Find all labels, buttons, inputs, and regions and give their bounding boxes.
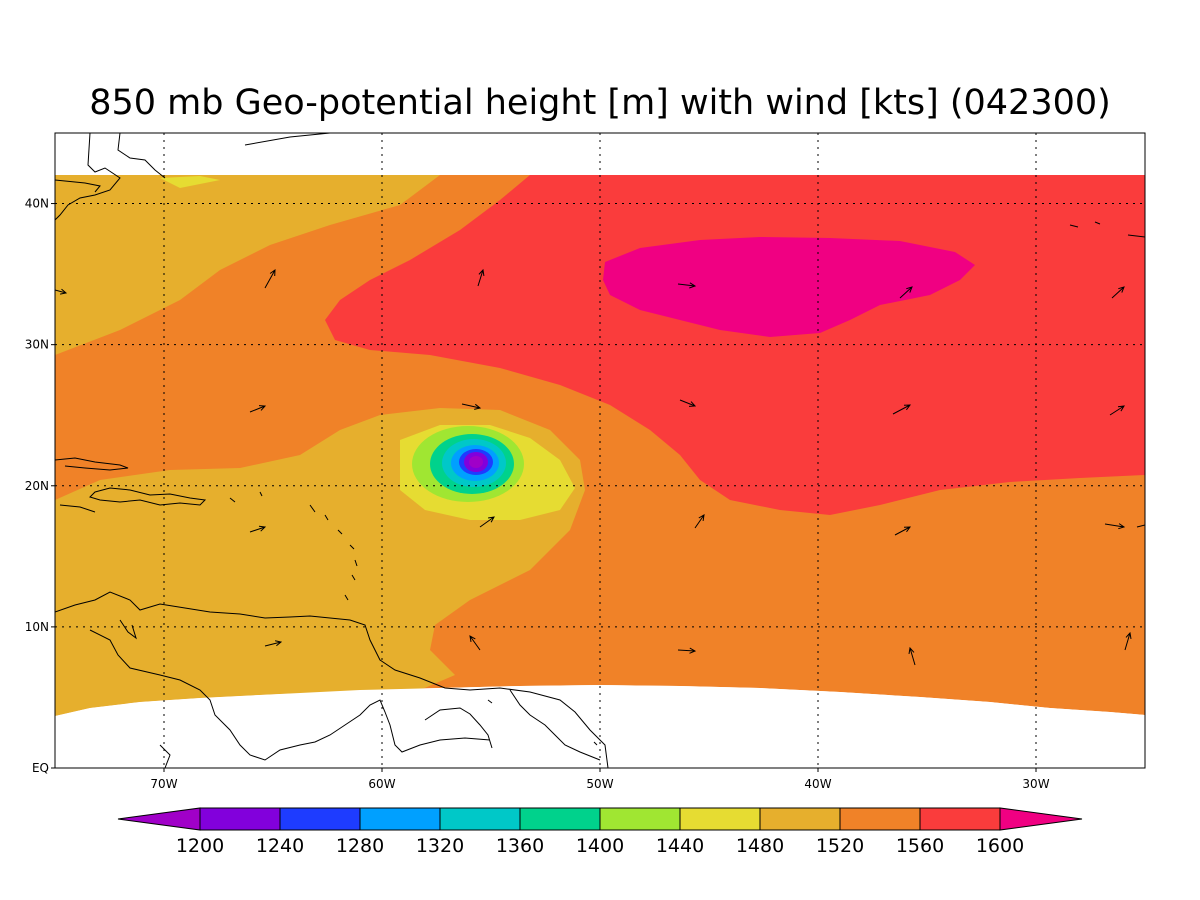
- colorbar-label: 1240: [256, 835, 304, 857]
- wind-arrow: [679, 399, 697, 407]
- wind-arrow: [1104, 523, 1126, 530]
- x-tick-label: 50W: [586, 777, 613, 791]
- colorbar-swatch: [599, 807, 681, 831]
- wind-arrow: [892, 404, 912, 415]
- colorbar-label: 1400: [576, 835, 624, 857]
- colorbar: 1200 1240 1280 1320 1360 1400 1440 1480 1520 1560…: [117, 807, 1083, 857]
- colorbar-label: 1280: [336, 835, 384, 857]
- x-axis-ticks: 70W 60W 50W 40W 30W: [150, 768, 1050, 791]
- wind-arrow: [461, 403, 482, 410]
- colorbar-label: 1520: [816, 835, 864, 857]
- wind-arrow: [469, 635, 481, 651]
- field-region-1640: [603, 237, 975, 337]
- colorbar-swatch: [279, 807, 361, 831]
- wind-arrow: [264, 268, 276, 289]
- y-tick-label: EQ: [32, 761, 49, 775]
- field-region-1480-north: [160, 176, 220, 188]
- wind-arrow: [249, 405, 267, 413]
- x-tick-label: 40W: [804, 777, 831, 791]
- wind-arrow: [694, 514, 705, 529]
- colorbar-swatch: [519, 807, 601, 831]
- colorbar-label: 1600: [976, 835, 1024, 857]
- wind-arrow: [55, 288, 68, 295]
- wind-arrow: [249, 525, 267, 533]
- field-region-1200: [469, 456, 483, 468]
- colorbar-label: 1480: [736, 835, 784, 857]
- colorbar-label: 1440: [656, 835, 704, 857]
- x-tick-label: 30W: [1022, 777, 1049, 791]
- y-tick-label: 30N: [25, 338, 49, 352]
- x-tick-label: 70W: [150, 777, 177, 791]
- map-plot-area: [55, 133, 1145, 768]
- colorbar-swatch: [839, 807, 921, 831]
- wind-arrow: [894, 526, 912, 536]
- coastlines: [55, 133, 1145, 768]
- colorbar-swatch: [919, 807, 1001, 831]
- colorbar-swatch: [679, 807, 761, 831]
- wind-vectors: [55, 268, 1132, 666]
- y-tick-label: 40N: [25, 197, 49, 211]
- colorbar-swatch: [359, 807, 441, 831]
- colorbar-swatch: [439, 807, 521, 831]
- wind-arrow: [1111, 286, 1125, 299]
- y-axis-ticks: EQ 10N 20N 30N 40N: [25, 197, 55, 775]
- wind-arrow: [264, 640, 283, 647]
- y-tick-label: 20N: [25, 479, 49, 493]
- x-tick-label: 60W: [368, 777, 395, 791]
- colorbar-low-arrow: [117, 807, 201, 831]
- map-title: 850 mb Geo-potential height [m] with win…: [89, 83, 1111, 123]
- colorbar-label: 1360: [496, 835, 544, 857]
- wind-arrow: [477, 268, 485, 287]
- wind-arrow: [479, 516, 495, 528]
- wind-arrow: [908, 646, 916, 666]
- colorbar-label: 1560: [896, 835, 944, 857]
- colorbar-label: 1200: [176, 835, 224, 857]
- colorbar-swatch: [759, 807, 841, 831]
- wind-arrow: [677, 647, 697, 654]
- wind-arrow: [1124, 631, 1132, 651]
- wind-arrow: [899, 286, 913, 299]
- colorbar-label: 1320: [416, 835, 464, 857]
- y-tick-label: 10N: [25, 620, 49, 634]
- graticule: [55, 133, 1145, 768]
- wind-arrow: [677, 282, 697, 289]
- no-data-south: [55, 685, 1145, 768]
- height-field: [55, 175, 1145, 768]
- colorbar-swatch: [199, 807, 281, 831]
- wind-arrow: [1109, 405, 1125, 416]
- colorbar-high-arrow: [999, 807, 1083, 831]
- field-region-1520: [55, 175, 440, 355]
